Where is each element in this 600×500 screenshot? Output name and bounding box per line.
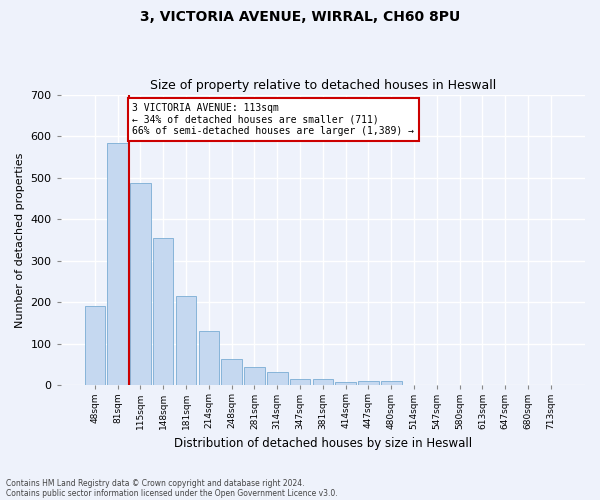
Text: 3, VICTORIA AVENUE, WIRRAL, CH60 8PU: 3, VICTORIA AVENUE, WIRRAL, CH60 8PU <box>140 10 460 24</box>
Text: 3 VICTORIA AVENUE: 113sqm
← 34% of detached houses are smaller (711)
66% of semi: 3 VICTORIA AVENUE: 113sqm ← 34% of detac… <box>133 103 415 136</box>
Bar <box>267 372 287 386</box>
Text: Contains public sector information licensed under the Open Government Licence v3: Contains public sector information licen… <box>6 488 338 498</box>
Bar <box>176 296 196 386</box>
Bar <box>130 182 151 386</box>
Title: Size of property relative to detached houses in Heswall: Size of property relative to detached ho… <box>150 79 496 92</box>
Bar <box>153 238 173 386</box>
Bar <box>290 378 310 386</box>
Bar <box>107 143 128 386</box>
X-axis label: Distribution of detached houses by size in Heswall: Distribution of detached houses by size … <box>174 437 472 450</box>
Bar <box>85 306 105 386</box>
Bar <box>358 381 379 386</box>
Bar <box>221 359 242 386</box>
Bar <box>313 378 333 386</box>
Bar <box>244 366 265 386</box>
Bar <box>335 382 356 386</box>
Y-axis label: Number of detached properties: Number of detached properties <box>15 152 25 328</box>
Bar <box>199 330 219 386</box>
Bar <box>381 381 401 386</box>
Text: Contains HM Land Registry data © Crown copyright and database right 2024.: Contains HM Land Registry data © Crown c… <box>6 478 305 488</box>
